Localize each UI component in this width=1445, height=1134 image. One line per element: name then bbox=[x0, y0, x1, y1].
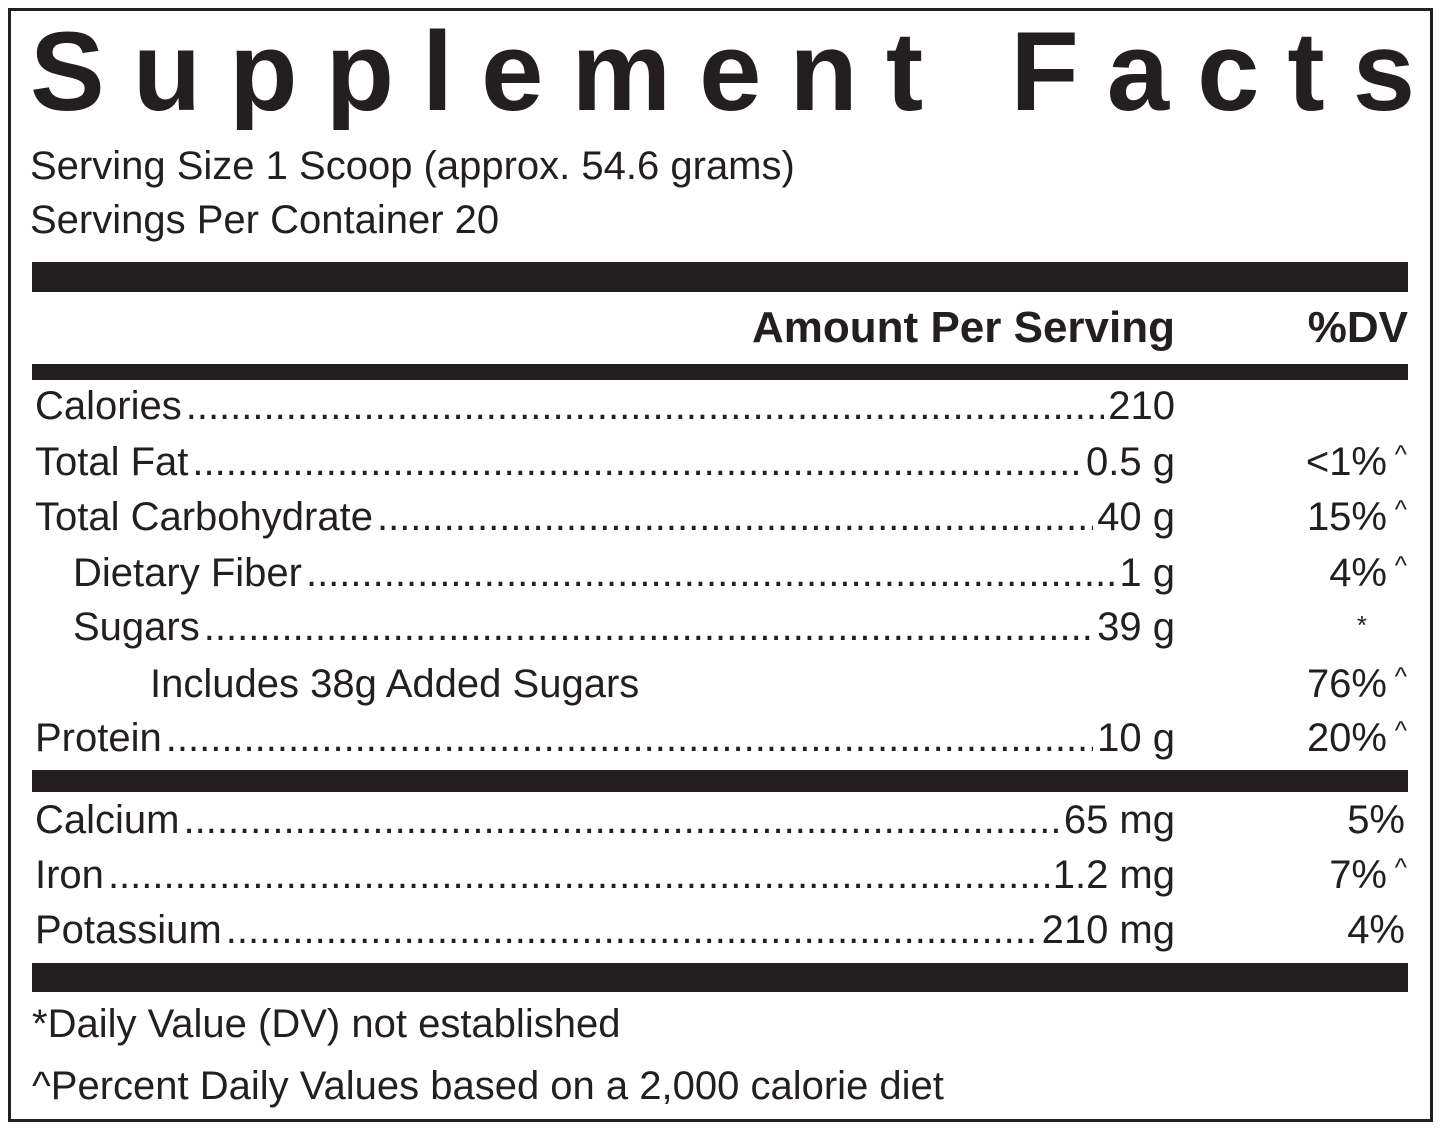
nutrient-row: Calcium 65 mg bbox=[35, 795, 1175, 845]
rule bbox=[32, 963, 1408, 992]
amount: 1.2 mg bbox=[1052, 853, 1175, 897]
nutrient-name: Iron bbox=[35, 853, 104, 897]
footnote: *Daily Value (DV) not established bbox=[32, 1002, 621, 1046]
dv-note: ^ bbox=[1394, 439, 1407, 469]
dv-note: * bbox=[1356, 610, 1367, 640]
leader-dots bbox=[226, 905, 1038, 955]
nutrient-name: Dietary Fiber bbox=[73, 551, 302, 595]
leader-dots bbox=[186, 381, 1105, 431]
serving-size: Serving Size 1 Scoop (approx. 54.6 grams… bbox=[30, 144, 795, 188]
nutrient-row: Total Fat 0.5 g bbox=[35, 437, 1175, 487]
daily-value: 4% bbox=[1329, 551, 1387, 595]
nutrient-row: Includes 38g Added Sugars bbox=[35, 659, 1175, 709]
amount: 210 mg bbox=[1041, 908, 1175, 952]
nutrient-row: Protein 10 g bbox=[35, 713, 1175, 763]
amount: 210 bbox=[1108, 384, 1175, 428]
rule bbox=[32, 364, 1408, 380]
daily-value: 7% bbox=[1329, 853, 1387, 897]
servings-per-container: Servings Per Container 20 bbox=[30, 198, 500, 242]
leader-dots bbox=[192, 437, 1082, 487]
amount: 39 g bbox=[1097, 605, 1175, 649]
amount: 0.5 g bbox=[1086, 440, 1175, 484]
daily-value: 76% bbox=[1306, 662, 1387, 706]
nutrient-row: Calories 210 bbox=[35, 381, 1175, 431]
column-header: %DV bbox=[1307, 303, 1408, 352]
nutrient-row: Potassium 210 mg bbox=[35, 905, 1175, 955]
daily-value: 20% bbox=[1306, 716, 1387, 760]
nutrient-row: Total Carbohydrate 40 g bbox=[35, 492, 1175, 542]
dv-note: ^ bbox=[1394, 494, 1407, 524]
panel bbox=[8, 8, 1433, 1122]
title-svg: Supplement Facts bbox=[30, 9, 1415, 130]
nutrient-row: Sugars 39 g bbox=[35, 602, 1175, 652]
amount: 40 g bbox=[1097, 495, 1175, 539]
footnote: ^Percent Daily Values based on a 2,000 c… bbox=[32, 1064, 944, 1108]
nutrient-name: Total Carbohydrate bbox=[35, 495, 373, 539]
dv-note: ^ bbox=[1394, 550, 1407, 580]
nutrient-row: Dietary Fiber 1 g bbox=[35, 548, 1175, 598]
nutrient-name: Sugars bbox=[73, 605, 200, 649]
nutrient-name: Calories bbox=[35, 384, 182, 428]
column-header: Amount Per Serving bbox=[752, 303, 1175, 352]
nutrient-row: Iron 1.2 mg bbox=[35, 850, 1175, 900]
leader-dots bbox=[204, 602, 1093, 652]
leader-dots bbox=[166, 713, 1093, 763]
dv-note: ^ bbox=[1394, 715, 1407, 745]
dv-note: ^ bbox=[1394, 661, 1407, 691]
rule bbox=[32, 262, 1408, 292]
leader-dots bbox=[306, 548, 1115, 598]
daily-value: 15% bbox=[1306, 495, 1387, 539]
nutrient-name: Protein bbox=[35, 716, 162, 760]
daily-value: <1% bbox=[1305, 440, 1387, 484]
leader-dots bbox=[377, 492, 1093, 542]
leader-dots bbox=[183, 795, 1059, 845]
dv-note: ^ bbox=[1394, 852, 1407, 882]
daily-value: 5% bbox=[1347, 798, 1405, 842]
amount: 1 g bbox=[1119, 551, 1175, 595]
amount: 65 mg bbox=[1063, 798, 1175, 842]
amount: 10 g bbox=[1097, 716, 1175, 760]
nutrient-name: Potassium bbox=[35, 908, 222, 952]
leader-dots bbox=[108, 850, 1049, 900]
daily-value: 4% bbox=[1347, 908, 1405, 952]
title: Supplement Facts bbox=[30, 9, 1415, 130]
nutrient-name: Total Fat bbox=[35, 440, 189, 484]
nutrient-name: Includes 38g Added Sugars bbox=[150, 662, 640, 706]
nutrient-name: Calcium bbox=[35, 798, 180, 842]
rule bbox=[32, 770, 1408, 792]
